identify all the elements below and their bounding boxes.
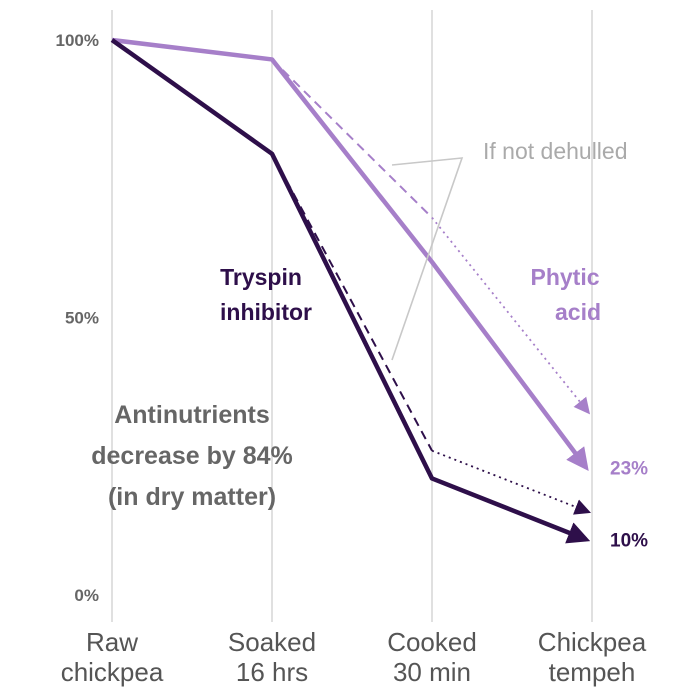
not-dehulled-label: If not dehulled [483,138,628,164]
not-dehulled-lines [271,58,592,515]
x-tick-label-3-1: tempeh [549,657,636,687]
not-dehulled-dotted-1 [431,449,592,515]
x-tick-label-1-1: 16 hrs [236,657,308,687]
vertical-gridlines [111,10,593,622]
not-dehulled-dashed-0 [271,58,433,219]
series-lines [110,37,591,544]
x-tick-label-2-1: 30 min [393,657,471,687]
summary-line-3: (in dry matter) [108,483,276,511]
series-line-0 [111,37,589,471]
summary-line-2: decrease by 84% [91,442,293,470]
phytic-label-line-1: Phytic [530,264,599,290]
x-tick-label-3-0: Chickpea [538,627,647,657]
phytic-acid-label: Phytic acid [530,264,601,325]
x-tick-label-2-0: Cooked [387,627,477,657]
trypsin-label-line-1: Tryspin [220,264,302,290]
trypsin-label-line-2: inhibitor [220,299,312,325]
not-dehulled-callout: If not dehulled [391,138,628,361]
x-tick-label-0-0: Raw [86,627,138,657]
phytic-end-label: 23% [610,458,648,479]
callout-connector [391,157,464,361]
not-dehulled-dashed-1 [271,153,433,452]
y-tick-label-2: 100% [56,31,99,50]
y-axis-ticks: 0% 50% 100% [56,31,99,605]
trypsin-inhibitor-label: Tryspin inhibitor [220,264,312,325]
x-tick-label-0-1: chickpea [61,657,164,687]
y-tick-label-0: 0% [74,586,99,605]
phytic-label-line-2: acid [555,299,601,325]
series-line-1 [110,38,591,544]
trypsin-end-label: 10% [610,531,648,552]
summary-line-1: Antinutrients [114,401,270,429]
summary-annotation: Antinutrients decrease by 84% (in dry ma… [91,401,293,511]
x-tick-label-1-0: Soaked [228,627,316,657]
y-tick-label-1: 50% [65,309,99,328]
